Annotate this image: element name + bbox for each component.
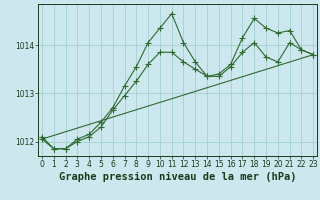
X-axis label: Graphe pression niveau de la mer (hPa): Graphe pression niveau de la mer (hPa): [59, 172, 296, 182]
